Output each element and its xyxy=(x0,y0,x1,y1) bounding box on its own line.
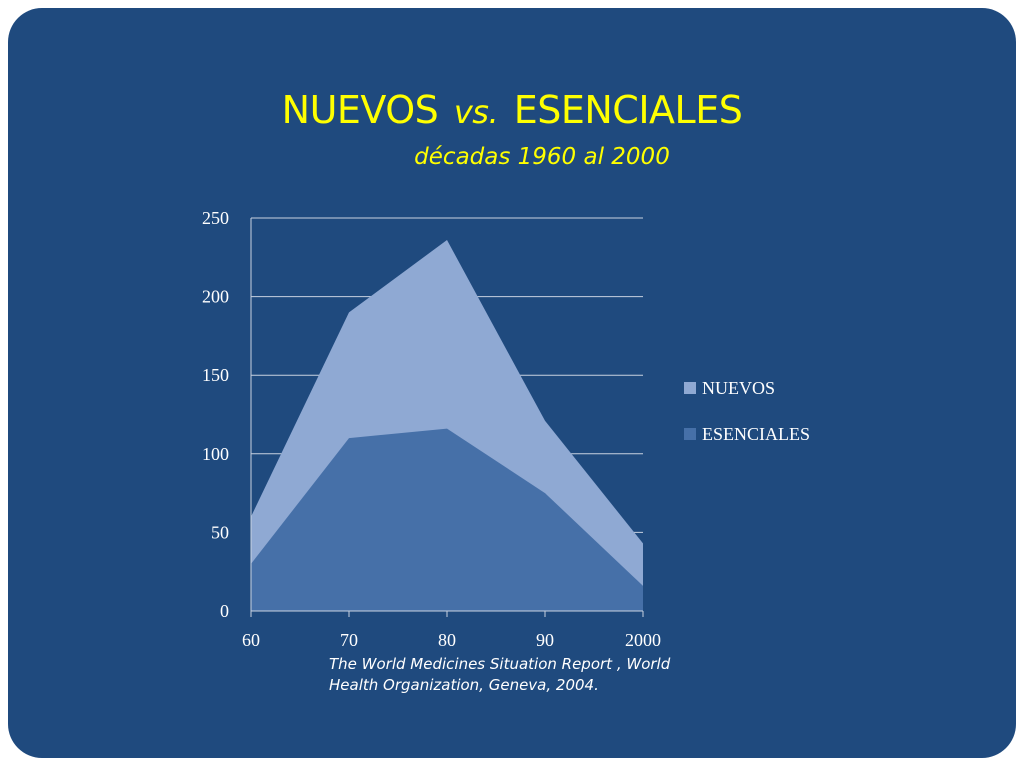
legend-swatch-esenciales xyxy=(684,428,696,440)
x-tick-label: 2000 xyxy=(625,630,661,650)
y-tick-label: 100 xyxy=(202,444,229,464)
y-tick-label: 200 xyxy=(202,287,229,307)
source-line-2: Health Organization, Geneva, 2004. xyxy=(329,676,599,694)
y-tick-label: 250 xyxy=(202,208,229,228)
chart-title: NUEVOS vs. ESENCIALES xyxy=(0,88,1024,134)
title-vs: vs. xyxy=(453,93,499,131)
axes xyxy=(250,218,644,617)
y-tick-label: 0 xyxy=(220,601,229,621)
title-nuevos: NUEVOS xyxy=(281,88,439,132)
chart-subtitle: décadas 1960 al 2000 xyxy=(414,144,670,170)
x-tick-label: 60 xyxy=(242,630,260,650)
y-tick-labels: 0 50 100 150 200 250 xyxy=(202,208,229,621)
legend-swatch-nuevos xyxy=(684,382,696,394)
x-tick-label: 80 xyxy=(438,630,456,650)
x-tick-label: 90 xyxy=(536,630,554,650)
series-areas xyxy=(251,240,643,611)
source-citation: The World Medicines Situation Report , W… xyxy=(329,654,749,696)
y-tick-label: 50 xyxy=(211,522,229,542)
legend-item-nuevos: NUEVOS xyxy=(684,376,810,400)
title-esenciales: ESENCIALES xyxy=(513,88,743,132)
y-tick-label: 150 xyxy=(202,365,229,385)
x-tick-label: 70 xyxy=(340,630,358,650)
x-tick-labels: 60 70 80 90 2000 xyxy=(242,630,661,650)
source-line-1: The World Medicines Situation Report , W… xyxy=(329,655,671,673)
legend-label-esenciales: ESENCIALES xyxy=(702,423,810,444)
legend-item-esenciales: ESENCIALES xyxy=(684,422,810,446)
legend: NUEVOS ESENCIALES xyxy=(684,376,810,468)
area-esenciales xyxy=(251,428,643,611)
legend-label-nuevos: NUEVOS xyxy=(702,377,776,398)
